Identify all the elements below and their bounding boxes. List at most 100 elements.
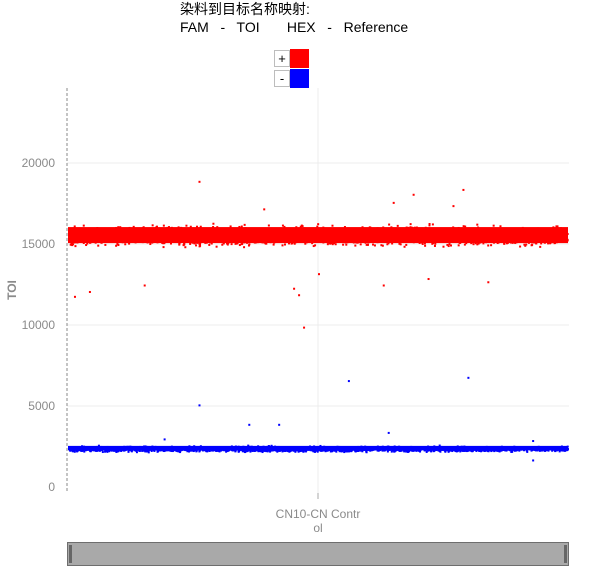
data-point bbox=[153, 449, 156, 452]
data-point bbox=[400, 449, 403, 452]
data-point bbox=[192, 450, 195, 453]
data-point bbox=[178, 243, 181, 246]
data-point bbox=[415, 449, 418, 452]
data-point bbox=[452, 205, 455, 208]
data-point bbox=[238, 244, 241, 247]
data-point bbox=[263, 449, 266, 452]
data-point bbox=[247, 449, 250, 452]
data-point bbox=[150, 449, 153, 452]
data-point bbox=[73, 295, 76, 298]
data-point bbox=[141, 449, 144, 452]
data-point bbox=[346, 450, 349, 453]
data-point bbox=[212, 222, 215, 225]
data-point bbox=[404, 449, 407, 452]
data-point bbox=[74, 245, 77, 248]
data-point bbox=[251, 449, 254, 452]
data-point bbox=[392, 201, 395, 204]
data-point bbox=[405, 450, 408, 453]
data-point bbox=[510, 449, 513, 452]
data-point bbox=[225, 450, 228, 453]
data-point bbox=[462, 449, 465, 452]
data-point bbox=[81, 449, 84, 452]
data-point bbox=[398, 242, 401, 245]
data-point bbox=[503, 242, 506, 245]
data-point bbox=[297, 450, 300, 453]
data-point bbox=[72, 243, 75, 246]
data-point bbox=[115, 450, 118, 453]
data-point bbox=[299, 225, 302, 228]
data-point bbox=[328, 242, 331, 245]
data-point bbox=[487, 449, 490, 452]
data-point bbox=[373, 244, 376, 247]
data-point bbox=[535, 242, 538, 245]
data-point bbox=[549, 242, 552, 245]
data-point bbox=[437, 449, 440, 452]
data-point bbox=[428, 222, 431, 225]
legend-item-negative[interactable]: - bbox=[274, 69, 309, 88]
data-point bbox=[199, 225, 202, 228]
data-point bbox=[281, 244, 284, 247]
data-point bbox=[334, 243, 337, 246]
data-point bbox=[386, 450, 389, 453]
data-point bbox=[318, 273, 320, 276]
data-point bbox=[127, 450, 130, 453]
data-point bbox=[390, 450, 393, 453]
data-point bbox=[405, 243, 408, 246]
data-point bbox=[215, 449, 218, 452]
data-point bbox=[248, 243, 251, 246]
data-point bbox=[475, 449, 478, 452]
data-point bbox=[314, 244, 317, 247]
data-point bbox=[302, 450, 305, 453]
data-point bbox=[104, 450, 107, 453]
data-point bbox=[304, 450, 307, 453]
data-point bbox=[234, 450, 237, 453]
data-point bbox=[292, 449, 295, 452]
legend-item-positive[interactable]: + bbox=[274, 49, 309, 68]
data-point bbox=[189, 242, 192, 245]
data-point bbox=[216, 449, 219, 452]
data-point bbox=[523, 243, 526, 246]
data-point bbox=[490, 244, 493, 247]
data-point bbox=[222, 242, 225, 245]
data-point bbox=[439, 450, 442, 453]
data-point bbox=[208, 243, 211, 246]
dye-mapping-header: 染料到目标名称映射: FAM - TOI HEX - Reference bbox=[180, 0, 408, 36]
data-point bbox=[281, 450, 284, 453]
data-point bbox=[108, 450, 111, 453]
data-point bbox=[116, 243, 119, 246]
data-point bbox=[104, 449, 107, 452]
data-point bbox=[198, 242, 201, 245]
data-point bbox=[500, 449, 503, 452]
data-point bbox=[391, 449, 394, 452]
data-point bbox=[333, 449, 336, 452]
data-point bbox=[258, 450, 261, 453]
data-point bbox=[117, 243, 120, 246]
data-point bbox=[151, 224, 154, 227]
data-point bbox=[480, 450, 483, 453]
data-point bbox=[530, 244, 533, 247]
data-point bbox=[198, 180, 201, 183]
data-point bbox=[462, 225, 465, 228]
data-point bbox=[234, 242, 237, 245]
data-point bbox=[281, 224, 284, 227]
data-point bbox=[433, 449, 436, 452]
data-point bbox=[555, 225, 558, 228]
data-point bbox=[331, 243, 334, 246]
data-point bbox=[71, 449, 74, 452]
data-point bbox=[315, 449, 318, 452]
data-point bbox=[149, 243, 152, 246]
data-point bbox=[244, 451, 247, 454]
data-point bbox=[158, 449, 161, 452]
data-point bbox=[88, 290, 91, 293]
data-point bbox=[215, 245, 218, 248]
legend: + - bbox=[274, 49, 309, 89]
data-point bbox=[343, 451, 346, 454]
data-point bbox=[76, 450, 79, 453]
data-point bbox=[538, 449, 541, 452]
data-point bbox=[277, 449, 280, 452]
data-point bbox=[492, 224, 495, 227]
data-point bbox=[240, 225, 243, 228]
data-point bbox=[446, 243, 449, 246]
data-point bbox=[396, 224, 399, 227]
